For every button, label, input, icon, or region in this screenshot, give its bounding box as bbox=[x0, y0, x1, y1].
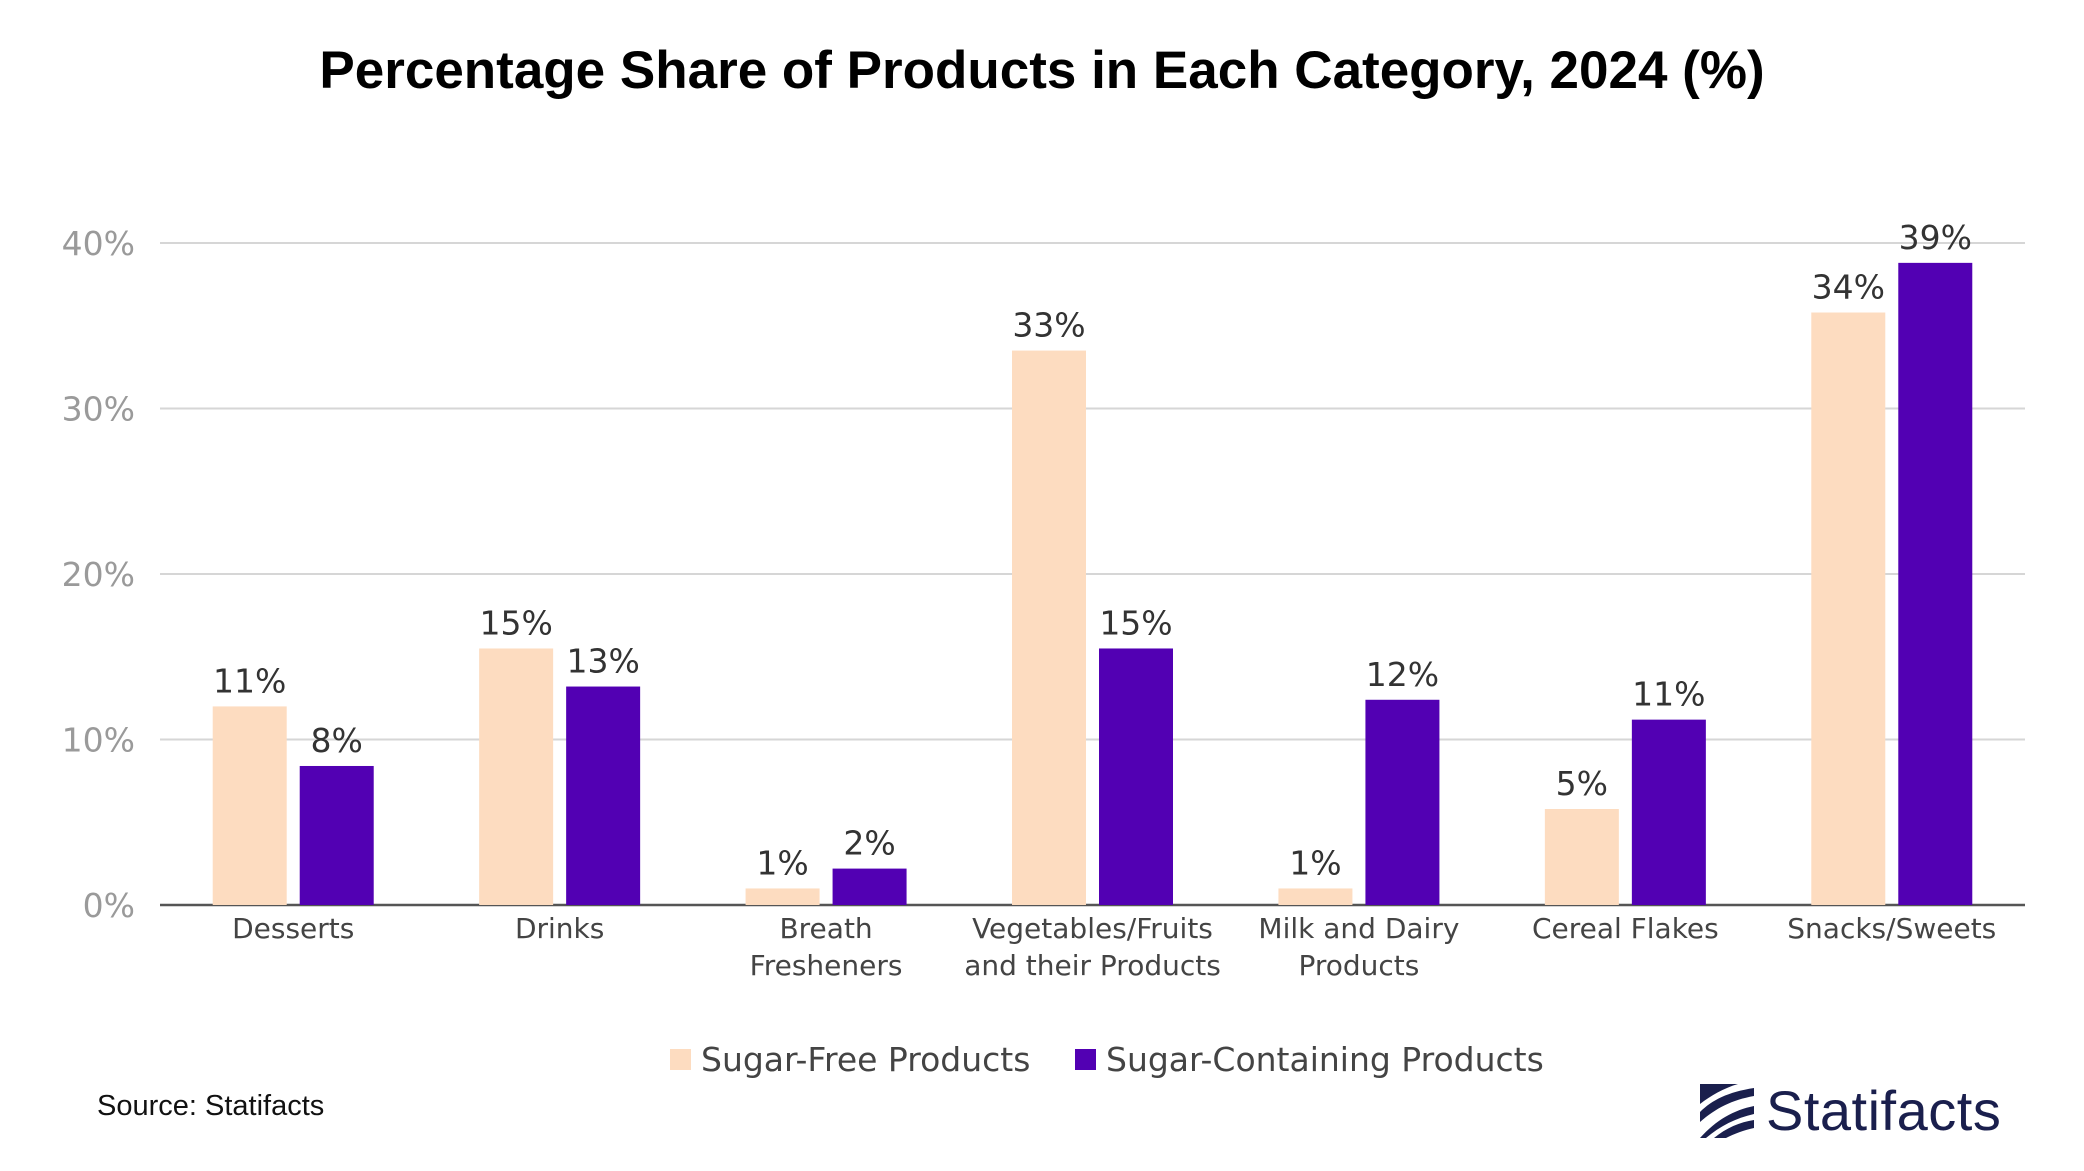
bar-sugar-free bbox=[1012, 350, 1086, 905]
source-note: Source: Statifacts bbox=[97, 1090, 325, 1122]
data-label: 15% bbox=[1099, 603, 1172, 642]
data-label: 15% bbox=[479, 603, 552, 642]
data-label: 39% bbox=[1899, 218, 1972, 257]
bar-sugar-containing bbox=[566, 686, 641, 905]
bar-sugar-free bbox=[1811, 312, 1886, 905]
data-label: 1% bbox=[1289, 843, 1341, 882]
bar-sugar-free bbox=[479, 648, 554, 905]
data-label: 33% bbox=[1012, 306, 1085, 345]
data-label: 12% bbox=[1366, 655, 1439, 694]
y-tick-label: 0% bbox=[83, 886, 135, 925]
x-tick-label: Products bbox=[1298, 949, 1419, 982]
data-label: 11% bbox=[1632, 675, 1705, 714]
legend-swatch bbox=[670, 1049, 691, 1070]
x-tick-label: Vegetables/Fruits bbox=[972, 912, 1213, 945]
chart-title: Percentage Share of Products in Each Cat… bbox=[319, 41, 1765, 100]
x-tick-label: Milk and Dairy bbox=[1258, 912, 1459, 945]
data-label: 11% bbox=[213, 661, 286, 700]
data-label: 34% bbox=[1812, 268, 1885, 307]
y-tick-label: 30% bbox=[62, 390, 135, 429]
data-label: 13% bbox=[566, 642, 639, 681]
bar-sugar-free bbox=[212, 706, 287, 905]
bar-sugar-free bbox=[1278, 888, 1353, 905]
x-tick-label: Desserts bbox=[232, 912, 354, 945]
x-tick-label: Snacks/Sweets bbox=[1787, 912, 1996, 945]
brand-logo: Statifacts bbox=[1698, 1078, 2001, 1143]
bar-sugar-containing bbox=[1365, 699, 1440, 905]
data-label: 1% bbox=[756, 843, 808, 882]
legend-item-sugar-free: Sugar-Free Products bbox=[670, 1040, 1030, 1079]
bar-sugar-containing bbox=[299, 765, 374, 905]
y-tick-label: 20% bbox=[62, 555, 135, 594]
data-label: 5% bbox=[1556, 764, 1608, 803]
x-tick-label: Cereal Flakes bbox=[1532, 912, 1719, 945]
legend-label: Sugar-Free Products bbox=[701, 1040, 1031, 1079]
brand-name: Statifacts bbox=[1766, 1079, 2002, 1142]
bar-sugar-containing bbox=[1631, 719, 1706, 905]
y-tick-label: 10% bbox=[62, 721, 135, 760]
x-tick-label: Drinks bbox=[515, 912, 604, 945]
legend-item-sugar-containing: Sugar-Containing Products bbox=[1075, 1040, 1544, 1079]
data-label: 2% bbox=[843, 824, 895, 863]
legend-swatch bbox=[1075, 1049, 1096, 1070]
x-tick-label: and their Products bbox=[964, 949, 1221, 982]
bar-sugar-containing bbox=[1099, 648, 1173, 905]
data-label: 8% bbox=[311, 721, 363, 760]
statifacts-logo-icon bbox=[1700, 1083, 1754, 1138]
bar-sugar-free bbox=[745, 888, 820, 905]
bar-sugar-free bbox=[1544, 809, 1619, 905]
y-tick-label: 40% bbox=[62, 224, 135, 263]
x-tick-label: Fresheners bbox=[750, 949, 903, 982]
bar-sugar-containing bbox=[832, 868, 907, 905]
bar-sugar-containing bbox=[1898, 262, 1973, 905]
x-tick-label: Breath bbox=[779, 912, 872, 945]
legend-label: Sugar-Containing Products bbox=[1106, 1040, 1544, 1079]
